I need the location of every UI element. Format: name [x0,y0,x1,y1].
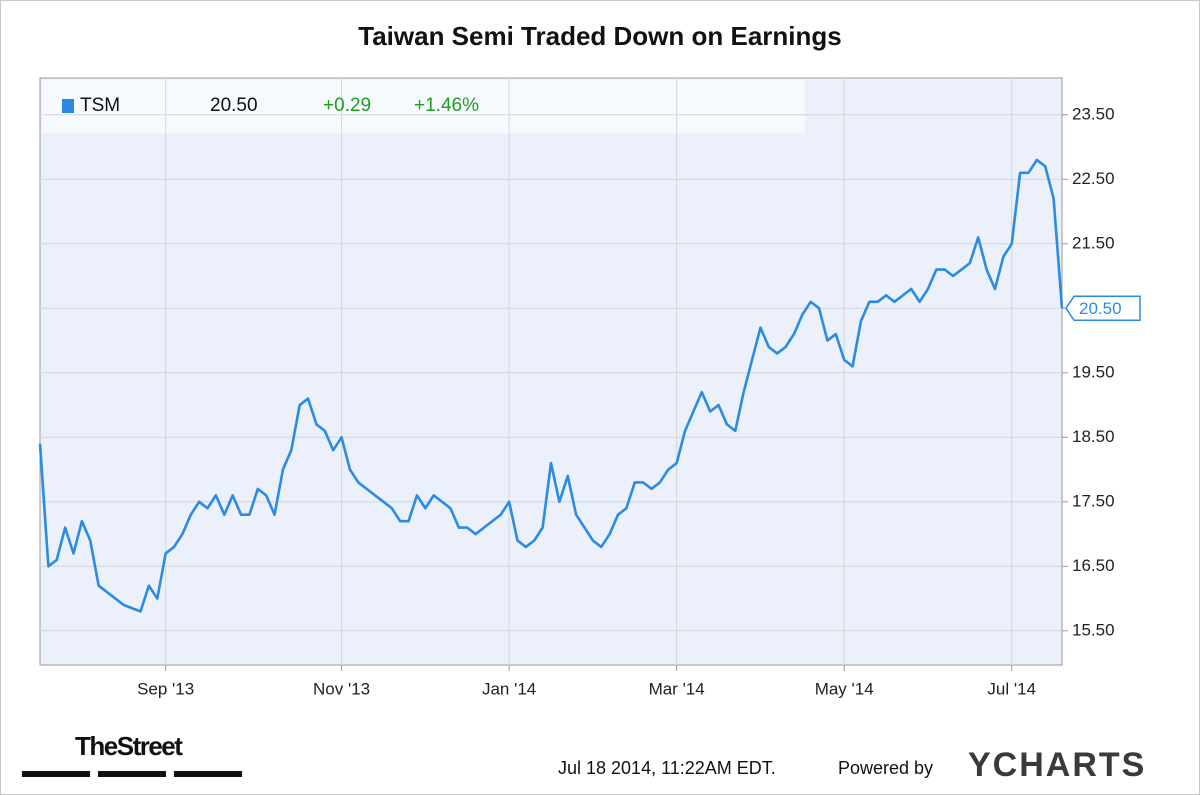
legend: TSM 20.50 +0.29 +1.46% [62,95,479,116]
source-logo: TheStreet [75,731,183,761]
x-tick-label: Mar '14 [649,679,705,698]
logo-bar [174,771,242,777]
y-tick-label: 23.50 [1072,104,1115,123]
legend-box [42,80,805,133]
logo-bar [98,771,166,777]
x-tick-label: Jan '14 [482,679,536,698]
x-tick-label: Nov '13 [313,679,370,698]
plot-area [39,77,1063,666]
last-value-label: 20.50 [1079,299,1122,318]
series-line [38,158,1064,613]
y-tick-label: 21.50 [1072,233,1115,252]
y-tick-label: 16.50 [1072,556,1115,575]
marks: 20.50 [38,158,1141,613]
y-tick-label: 22.50 [1072,169,1115,188]
legend-label: TSM [80,95,120,116]
y-tick-label: 15.50 [1072,620,1115,639]
legend-swatch [62,99,74,113]
brand-logo: YCHARTS [968,746,1146,784]
x-tick-label: Jul '14 [987,679,1036,698]
y-tick-label: 17.50 [1072,491,1115,510]
legend-value: 20.50 [210,95,258,116]
credit: Powered by [838,758,933,778]
timestamp: Jul 18 2014, 11:22AM EDT. [558,758,776,778]
last-value-flag [1065,295,1141,322]
y-tick-label: 18.50 [1072,427,1115,446]
grid: 15.50 16.50 17.50 18.50 19.50 20.50 21.50 22.50… [40,78,1115,698]
y-tick-label: 19.50 [1072,362,1115,381]
logo-bar [22,771,90,777]
x-tick-label: May '14 [815,679,874,698]
legend-change-percent: +1.46% [414,95,479,116]
legend-change: +0.29 [323,95,371,116]
x-tick-label: Sep '13 [137,679,194,698]
chart-title: Taiwan Semi Traded Down on Earnings [358,21,842,51]
